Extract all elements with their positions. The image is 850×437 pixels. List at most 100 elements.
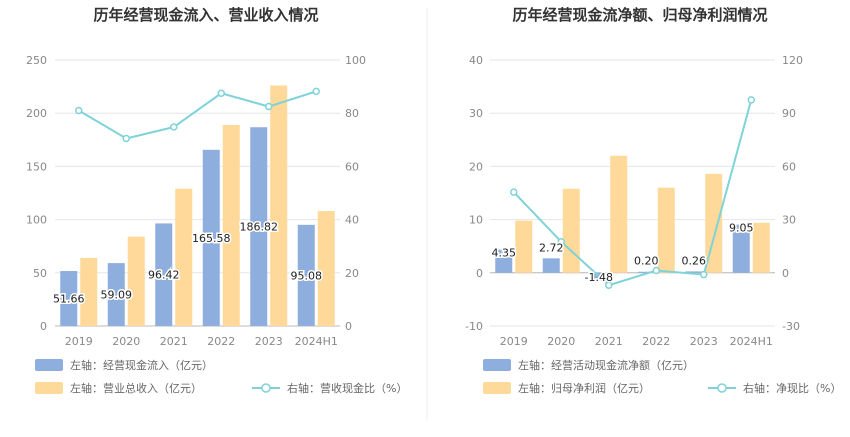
right-chart-ratio-point bbox=[747, 96, 755, 104]
left-chart-ratio-point bbox=[312, 87, 320, 96]
left-chart-bar-primary bbox=[60, 271, 78, 326]
right-chart-ratio-line bbox=[513, 99, 753, 287]
right-chart-right-tick: -30 bbox=[782, 320, 800, 333]
left-chart-ratio-point bbox=[265, 102, 273, 111]
right-chart-right-tick: 90 bbox=[782, 107, 796, 120]
left-chart-right-tick: 20 bbox=[345, 267, 359, 280]
right-chart-left-tick: 0 bbox=[476, 267, 483, 280]
left-chart-bar-primary bbox=[202, 149, 220, 326]
left-chart-legend-line-marker bbox=[261, 383, 271, 393]
right-chart-legend-line-marker bbox=[717, 383, 727, 393]
left-chart-ratio-point bbox=[75, 106, 83, 115]
right-chart-bar-secondary bbox=[752, 222, 770, 273]
right-chart-bar-secondary bbox=[657, 187, 675, 273]
left-chart-bar-primary bbox=[250, 127, 268, 327]
right-chart-left-tick: 10 bbox=[469, 214, 483, 227]
left-chart-legend-swatch-primary bbox=[35, 359, 63, 371]
right-chart-bar-primary bbox=[637, 271, 655, 273]
left-chart-bar-secondary bbox=[317, 211, 335, 326]
left-chart-bar-secondary bbox=[175, 188, 193, 326]
right-chart-legend-swatch-primary bbox=[483, 359, 511, 371]
left-chart-ratio-point bbox=[217, 89, 225, 97]
right-chart-bar-secondary bbox=[610, 155, 628, 273]
left-chart-ratio-point bbox=[170, 123, 178, 131]
right-chart-left-tick: 40 bbox=[469, 54, 483, 67]
left-chart-bar-primary bbox=[297, 224, 315, 326]
left-chart-data-label: 95.08 bbox=[291, 269, 323, 282]
right-chart-left-tick: 30 bbox=[469, 107, 483, 120]
right-chart-right-tick: 120 bbox=[782, 54, 803, 67]
right-chart-legend-label: 左轴：归母净利润（亿元） bbox=[518, 381, 650, 395]
left-chart-right-tick: 60 bbox=[345, 160, 359, 173]
left-chart-left-tick: 200 bbox=[26, 107, 47, 120]
right-chart-bar-secondary bbox=[562, 188, 580, 273]
right-chart-x-tick: 2024H1 bbox=[730, 335, 773, 348]
left-chart-legend-label: 左轴：营业总收入（亿元） bbox=[70, 381, 202, 395]
left-chart-ratio-point bbox=[122, 134, 130, 143]
right-chart-x-tick: 2021 bbox=[595, 335, 623, 348]
right-chart-bar-primary bbox=[732, 224, 750, 273]
right-chart-x-tick: 2023 bbox=[690, 335, 718, 348]
left-chart-x-tick: 2020 bbox=[112, 335, 140, 348]
right-chart-bar-secondary bbox=[705, 173, 723, 273]
right-chart-bar-secondary bbox=[515, 220, 533, 273]
left-chart-right-tick: 0 bbox=[345, 320, 352, 333]
right-chart-ratio-point bbox=[510, 188, 518, 196]
right-chart-right-tick: 0 bbox=[782, 267, 789, 280]
left-chart-x-tick: 2019 bbox=[65, 335, 93, 348]
left-chart-bar-secondary bbox=[222, 124, 240, 327]
right-chart-right-tick: 60 bbox=[782, 160, 796, 173]
left-chart-left-tick: 250 bbox=[26, 54, 47, 67]
right-chart-legend-swatch-secondary bbox=[483, 382, 511, 394]
right-chart-ratio-point bbox=[605, 281, 613, 289]
right-chart-right-tick: 30 bbox=[782, 214, 796, 227]
left-chart-x-tick: 2022 bbox=[207, 335, 235, 348]
right-chart-ratio-point bbox=[652, 266, 660, 275]
right-chart-data-label: 4.35 bbox=[492, 247, 517, 260]
left-chart-legend-label: 左轴：经营现金流入（亿元） bbox=[70, 358, 213, 372]
left-chart-bar-primary bbox=[155, 223, 173, 326]
left-chart-right-tick: 80 bbox=[345, 107, 359, 120]
left-chart-left-tick: 150 bbox=[26, 160, 47, 173]
left-chart-data-label: 96.42 bbox=[148, 269, 180, 282]
left-chart-right-tick: 100 bbox=[345, 54, 366, 67]
left-chart-data-label: 59.09 bbox=[101, 289, 133, 302]
right-chart-data-label: -1.48 bbox=[585, 271, 613, 284]
left-chart-title: 历年经营现金流入、营业收入情况 bbox=[93, 6, 318, 24]
right-chart-legend-label: 右轴：净现比（%） bbox=[743, 381, 841, 395]
right-chart-x-tick: 2022 bbox=[642, 335, 670, 348]
left-chart-left-tick: 0 bbox=[40, 320, 47, 333]
left-chart-data-label: 165.58 bbox=[192, 232, 231, 245]
left-chart-bar-secondary bbox=[80, 257, 98, 326]
right-chart-data-label: 0.20 bbox=[634, 255, 659, 268]
right-chart-left-tick: 20 bbox=[469, 160, 483, 173]
left-chart-ratio-line bbox=[78, 90, 317, 140]
right-chart-left-tick: -10 bbox=[465, 320, 483, 333]
left-chart-left-tick: 50 bbox=[33, 267, 47, 280]
right-chart-bar-primary bbox=[685, 271, 703, 273]
right-chart-legend-label: 左轴：经营活动现金流净额（亿元） bbox=[518, 358, 694, 372]
right-chart-x-tick: 2019 bbox=[500, 335, 528, 348]
left-chart-bar-secondary bbox=[127, 236, 145, 326]
right-chart-x-tick: 2020 bbox=[547, 335, 575, 348]
right-chart-bar-primary bbox=[542, 258, 560, 273]
left-chart-x-tick: 2021 bbox=[160, 335, 188, 348]
left-chart-data-label: 51.66 bbox=[53, 293, 85, 306]
right-chart-data-label: 2.72 bbox=[539, 241, 564, 254]
right-chart-data-label: 9.05 bbox=[729, 222, 754, 235]
left-chart-x-tick: 2023 bbox=[255, 335, 283, 348]
left-chart-x-tick: 2024H1 bbox=[295, 335, 338, 348]
left-chart-legend-swatch-secondary bbox=[35, 382, 63, 394]
left-chart-data-label: 186.82 bbox=[240, 221, 279, 234]
left-chart-left-tick: 100 bbox=[26, 214, 47, 227]
right-chart-ratio-point bbox=[700, 270, 708, 279]
right-chart-title: 历年经营现金流净额、归母净利润情况 bbox=[512, 6, 767, 24]
left-chart-right-tick: 40 bbox=[345, 214, 359, 227]
left-chart-bar-secondary bbox=[270, 85, 288, 326]
left-chart-bar-primary bbox=[107, 263, 125, 326]
left-chart-legend-label: 右轴：营收现金比（%） bbox=[287, 381, 407, 395]
right-chart-data-label: 0.26 bbox=[682, 254, 707, 267]
right-chart-ratio-point bbox=[557, 238, 565, 246]
right-chart-bar-primary bbox=[495, 249, 513, 273]
